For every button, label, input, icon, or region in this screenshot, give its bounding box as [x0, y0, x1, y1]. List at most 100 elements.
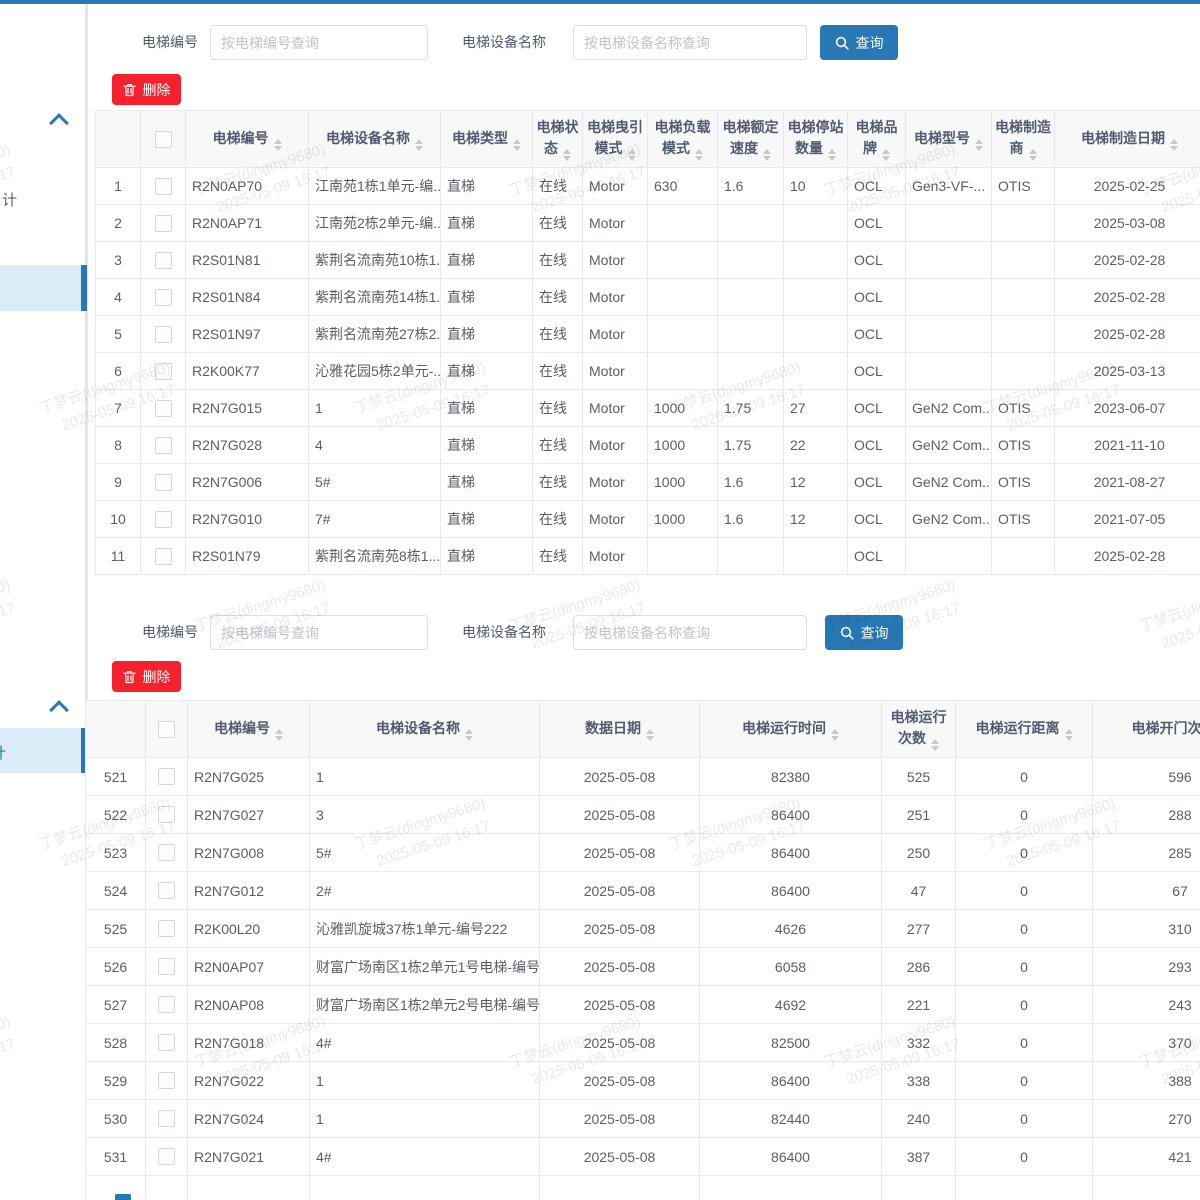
column-header[interactable]: 电梯类型 [440, 110, 533, 168]
delete-button[interactable]: 删除 [112, 661, 181, 692]
table-row: 5 R2S01N97 紫荆名流南苑27栋2... 直梯 在线 Motor OCL 2025-0… [95, 315, 1200, 353]
row-checkbox[interactable] [158, 882, 175, 900]
sort-icon[interactable] [1170, 138, 1178, 151]
sidebar-collapse-chevron-icon[interactable] [49, 113, 69, 133]
table-row: 2 R2N0AP71 江南苑2栋2单元-编... 直梯 在线 Motor OCL 2025-0… [95, 204, 1200, 242]
table-header-row: 电梯编号 电梯设备名称 电梯类型 电梯状态 电梯曳引模式 电梯负载模式 电梯额定速度 电梯停站… [95, 110, 1200, 168]
delete-button[interactable]: 删除 [112, 74, 181, 105]
table-cell: Motor [582, 463, 648, 501]
row-checkbox-cell [145, 985, 188, 1024]
column-header[interactable]: 电梯型号 [905, 110, 992, 168]
sort-icon[interactable] [828, 149, 836, 161]
sort-icon[interactable] [275, 728, 283, 741]
row-checkbox[interactable] [154, 362, 172, 380]
sidebar-item-partial[interactable]: 计 [0, 742, 6, 763]
sort-icon[interactable] [273, 138, 282, 151]
table-cell [647, 241, 718, 279]
table-cell [991, 315, 1055, 353]
column-header[interactable]: 电梯品牌 [847, 110, 906, 168]
sidebar-collapse-chevron-icon[interactable] [49, 700, 69, 720]
select-all-checkbox[interactable] [154, 131, 172, 149]
sort-icon[interactable] [831, 728, 839, 741]
sort-icon[interactable] [882, 149, 890, 161]
sidebar-item-partial[interactable]: 计 [2, 192, 18, 209]
sort-icon[interactable] [1064, 728, 1073, 741]
sort-icon[interactable] [763, 149, 771, 161]
pagination-partial[interactable] [115, 1194, 131, 1200]
sidebar-item-selected[interactable] [0, 265, 81, 311]
table-cell: 直梯 [440, 167, 533, 205]
table-cell: OTIS [991, 389, 1055, 427]
column-header[interactable]: 电梯运行次数 [881, 700, 956, 758]
row-checkbox[interactable] [154, 436, 172, 454]
select-all-checkbox[interactable] [158, 721, 175, 739]
sort-icon[interactable] [563, 149, 571, 161]
elevator-code-input[interactable] [210, 615, 428, 650]
table-header-row: 电梯编号 电梯设备名称 数据日期 电梯运行时间 电梯运行次数 电梯运行距离 电梯开门次数 [85, 700, 1200, 758]
column-header[interactable]: 电梯额定速度 [717, 110, 784, 168]
row-checkbox[interactable] [158, 996, 175, 1014]
row-index: 531 [85, 1137, 146, 1176]
row-checkbox[interactable] [154, 251, 172, 269]
column-header[interactable]: 电梯负载模式 [647, 110, 718, 168]
table-cell: 2025-05-08 [539, 1137, 700, 1176]
row-checkbox[interactable] [154, 288, 172, 306]
sort-icon[interactable] [931, 739, 939, 751]
sort-icon[interactable] [975, 138, 983, 151]
row-checkbox[interactable] [158, 768, 175, 786]
elevator-name-input[interactable] [573, 25, 807, 60]
sort-icon[interactable] [1028, 149, 1037, 161]
table-cell: R2N7G018 [187, 1023, 310, 1062]
row-checkbox[interactable] [154, 214, 172, 232]
row-checkbox[interactable] [154, 177, 172, 195]
column-header[interactable]: 电梯状态 [532, 110, 583, 168]
row-checkbox[interactable] [154, 473, 172, 491]
table-cell: 1.75 [717, 426, 784, 464]
row-checkbox[interactable] [158, 806, 175, 824]
row-checkbox[interactable] [158, 1148, 175, 1166]
sidebar-item-selected[interactable] [0, 728, 81, 773]
column-header[interactable]: 电梯曳引模式 [582, 110, 648, 168]
row-checkbox[interactable] [158, 1110, 175, 1128]
sort-icon[interactable] [627, 149, 636, 161]
column-header[interactable]: 电梯停站数量 [783, 110, 848, 168]
column-header[interactable]: 电梯编号 [185, 110, 309, 168]
row-checkbox[interactable] [158, 844, 175, 862]
column-header[interactable]: 数据日期 [539, 700, 700, 758]
search-icon [835, 36, 849, 50]
elevator-name-input[interactable] [573, 615, 807, 650]
table-cell [783, 352, 848, 390]
row-checkbox[interactable] [154, 510, 172, 528]
row-checkbox[interactable] [158, 1034, 175, 1052]
sort-icon[interactable] [415, 138, 423, 151]
column-header-label: 电梯编号 [214, 719, 270, 736]
column-header[interactable]: 电梯运行距离 [955, 700, 1093, 758]
row-checkbox[interactable] [158, 920, 175, 938]
column-header[interactable]: 电梯设备名称 [309, 700, 540, 758]
column-header[interactable]: 电梯运行时间 [699, 700, 882, 758]
column-header[interactable]: 电梯编号 [187, 700, 310, 758]
table-cell [647, 352, 718, 390]
row-checkbox[interactable] [154, 547, 172, 565]
row-checkbox[interactable] [154, 399, 172, 417]
table-cell: 82500 [699, 1023, 882, 1062]
column-header[interactable]: 电梯开门次数 [1092, 700, 1200, 758]
row-checkbox[interactable] [158, 958, 175, 976]
column-header[interactable]: 电梯制造日期 [1054, 110, 1200, 168]
sort-icon[interactable] [465, 728, 473, 741]
trash-icon [122, 670, 136, 683]
row-checkbox[interactable] [154, 325, 172, 343]
column-header[interactable]: 电梯设备名称 [308, 110, 441, 168]
row-checkbox[interactable] [158, 1072, 175, 1090]
sort-icon[interactable] [513, 138, 521, 151]
sort-icon[interactable] [695, 149, 703, 161]
row-index: 9 [95, 463, 141, 501]
row-index: 524 [85, 871, 146, 910]
search-button[interactable]: 查询 [820, 25, 898, 60]
column-header[interactable]: 电梯制造商 [991, 110, 1055, 168]
row-checkbox-cell [145, 1099, 188, 1138]
search-button[interactable]: 查询 [825, 615, 903, 650]
column-header-label: 电梯编号 [212, 129, 269, 146]
sort-icon[interactable] [646, 728, 654, 741]
elevator-code-input[interactable] [210, 25, 428, 60]
